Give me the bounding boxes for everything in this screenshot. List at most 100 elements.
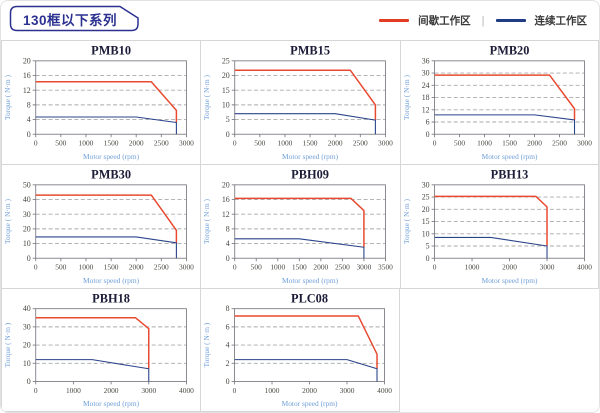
x-tick-label: 500 [251,263,262,272]
x-axis-label: Motor speed (rpm) [481,276,537,285]
continuous-line-swatch [495,19,526,22]
x-tick-label: 2500 [154,139,169,148]
y-tick-label: 12 [222,210,230,219]
chart-pbh18: 0 10 20 30 40 0 1000 2000 3000 4000 PBH18 Motor spe… [3,291,194,408]
series-line-intermittent [434,195,548,247]
y-tick-label: 5 [226,115,230,124]
x-axis-label: Motor speed (rpm) [282,152,339,161]
chart-title: PBH13 [490,167,528,181]
legend: 间歇工作区 | 连续工作区 [379,1,587,40]
chart-cell: 0 6 12 18 24 30 36 0 500 1000 1500 2000 2500 3000 PMB2… [399,40,599,164]
x-tick-label: 0 [432,263,436,272]
y-tick-label: 0 [226,377,230,386]
series-line-intermittent [234,315,379,369]
y-axis-label: Torque ( N·m ) [402,198,411,244]
y-tick-label: 6 [226,322,230,331]
y-tick-label: 20 [23,224,31,233]
series-line-continuous [434,114,575,135]
chart-title: PLC08 [291,291,328,305]
x-tick-label: 3000 [539,263,554,272]
x-tick-label: 2000 [104,386,119,395]
y-tick-label: 10 [421,229,429,238]
x-tick-label: 2000 [302,386,317,395]
x-tick-label: 0 [233,139,237,148]
chart-pmb15: 0 5 10 15 20 25 0 500 1000 1500 2000 2500 3000 PMB15 M… [202,43,393,161]
x-tick-label: 2500 [552,139,567,148]
y-tick-label: 5 [425,242,429,251]
series-line-continuous [35,359,150,382]
y-tick-label: 24 [421,81,429,90]
legend-divider: | [481,14,485,27]
chart-title: PMB20 [489,43,529,57]
y-tick-label: 25 [421,193,429,202]
y-tick-label: 0 [226,130,230,139]
x-tick-label: 3000 [357,263,372,272]
y-axis-label: Torque ( N·m ) [202,198,211,244]
x-tick-label: 3500 [378,263,393,272]
chart-cell: 0 4 8 12 16 20 0 500 1000 1500 2000 2500 3000 PMB10 Mo… [1,40,201,164]
y-tick-label: 0 [425,254,429,263]
series-line-intermittent [235,69,377,121]
series-line-continuous [434,236,548,259]
chart-grid: 0 4 8 12 16 20 0 500 1000 1500 2000 2500 3000 PMB10 Mo… [1,40,599,412]
intermittent-line-swatch [379,19,410,22]
y-tick-label: 25 [222,56,230,65]
empty-cell [399,288,599,412]
x-axis-label: Motor speed (rpm) [481,152,537,161]
chart-title: PBH18 [92,291,130,305]
series-line-intermittent [434,74,575,120]
x-axis-label: Motor speed (rpm) [282,399,338,408]
page-title: 130框以下系列 [22,12,118,28]
y-tick-label: 0 [27,130,31,139]
header: 130框以下系列 间歇工作区 | 连续工作区 [1,1,599,40]
x-tick-label: 0 [233,386,237,395]
x-tick-label: 500 [255,139,266,148]
y-axis-label: Torque ( N·m ) [202,74,211,120]
series-line-intermittent [235,197,365,248]
y-tick-label: 40 [23,304,31,313]
chart-cell: 0 5 10 15 20 25 30 0 1000 2000 3000 4000 PBH13 Motor … [399,164,599,288]
series-line-intermittent [35,317,150,369]
plot-frame [234,184,387,259]
chart-cell: 0 2 4 6 8 0 1000 2000 3000 4000 PLC08 Motor speed (… [200,288,400,412]
x-tick-label: 1500 [104,139,119,148]
y-tick-label: 16 [222,195,230,204]
y-tick-label: 30 [23,322,31,331]
continuous-label: 连续工作区 [534,15,588,27]
plot-frame [234,60,387,135]
x-axis-label: Motor speed (rpm) [83,276,140,285]
chart-cell: 0 10 20 30 40 50 0 500 1000 1500 2000 2500 3000 PMB30… [1,164,201,288]
chart-title: PMB30 [91,167,131,181]
x-tick-label: 500 [55,139,66,148]
y-tick-label: 0 [27,254,31,263]
y-tick-label: 18 [421,93,429,102]
y-tick-label: 20 [222,71,230,80]
x-tick-label: 1500 [502,139,517,148]
y-tick-label: 36 [421,56,429,65]
series-line-continuous [235,113,377,135]
x-tick-label: 1500 [292,263,307,272]
x-tick-label: 1000 [464,263,479,272]
x-tick-label: 4000 [577,263,592,272]
x-tick-label: 0 [432,139,436,148]
y-axis-label: Torque ( N·m ) [202,322,211,367]
x-tick-label: 0 [34,139,38,148]
series-line-intermittent [35,81,178,123]
series-line-continuous [235,238,365,259]
y-axis-label: Torque ( N·m ) [402,74,411,120]
x-tick-label: 2000 [328,139,343,148]
tag-border [9,5,139,32]
x-tick-label: 500 [55,263,66,272]
x-tick-label: 2500 [353,139,368,148]
x-axis-label: Motor speed (rpm) [83,399,140,408]
x-tick-label: 3000 [340,386,355,395]
intermittent-label: 间歇工作区 [418,15,471,27]
x-tick-label: 2500 [335,263,350,272]
x-tick-label: 1000 [66,386,81,395]
x-tick-label: 1000 [271,263,286,272]
y-tick-label: 50 [23,180,31,189]
y-tick-label: 6 [425,118,429,127]
y-tick-label: 40 [23,195,31,204]
x-tick-label: 3000 [179,263,194,272]
